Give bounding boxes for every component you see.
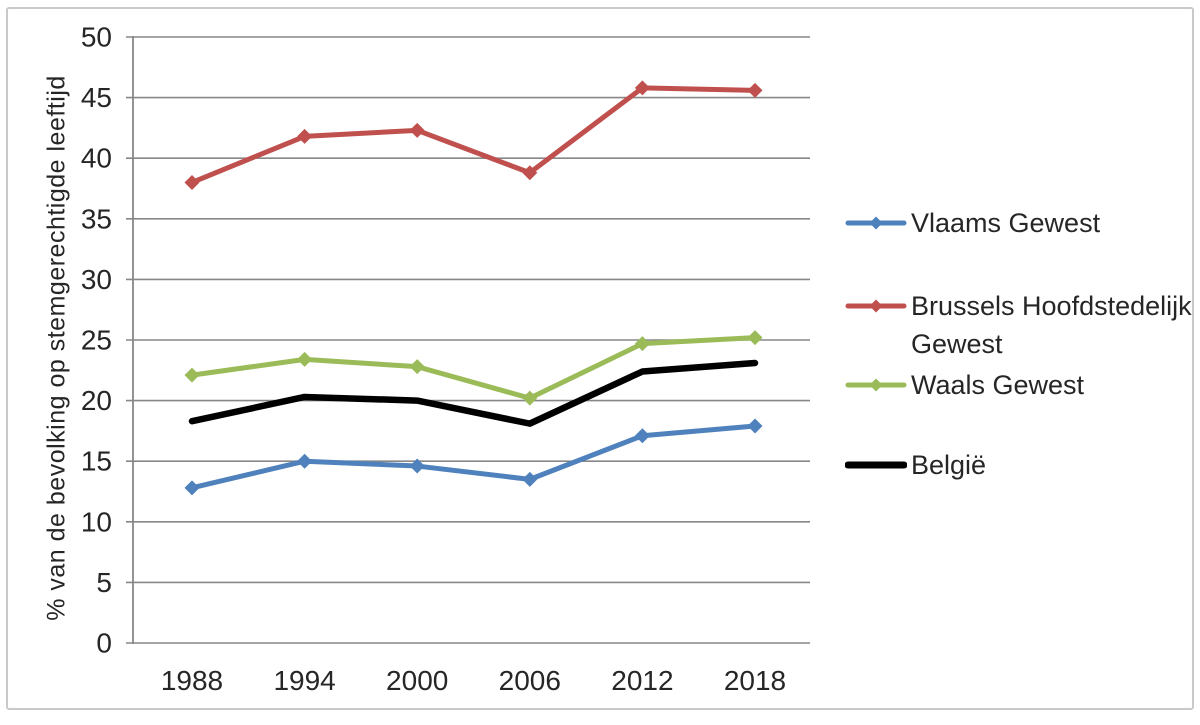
data-point-marker-icon <box>297 351 313 367</box>
y-tick-label: 0 <box>96 628 112 659</box>
y-tick-label: 45 <box>81 82 112 113</box>
y-tick-label: 40 <box>81 143 112 174</box>
y-tick-label: 35 <box>81 203 112 234</box>
chart-legend: Vlaams Gewest Brussels Hoofdstedelijk Ge… <box>845 204 1195 484</box>
x-tick-label: 1988 <box>161 665 223 696</box>
data-point-marker-icon <box>634 80 650 96</box>
data-point-marker-icon <box>747 82 763 98</box>
legend-label-brussels-hoofdstedelijk-gewest: Brussels Hoofdstedelijk Gewest <box>911 291 1192 359</box>
x-tick-label: 1994 <box>273 665 335 696</box>
data-point-marker-icon <box>184 480 200 496</box>
data-point-marker-icon <box>409 122 425 138</box>
y-axis-title: % van de bevolking op stemgerechtigde le… <box>42 75 71 621</box>
data-point-marker-icon <box>297 128 313 144</box>
legend-label-waals-gewest: Waals Gewest <box>911 370 1085 400</box>
data-point-marker-icon <box>297 453 313 469</box>
y-tick-label: 50 <box>81 22 112 53</box>
legend-item: België <box>845 446 1195 484</box>
data-point-marker-icon <box>409 458 425 474</box>
data-point-marker-icon <box>747 330 763 346</box>
x-tick-label: 2000 <box>386 665 448 696</box>
y-tick-label: 5 <box>96 567 112 598</box>
x-tick-label: 2018 <box>724 665 786 696</box>
data-point-marker-icon <box>522 390 538 406</box>
series-line-belgi <box>188 359 759 427</box>
y-tick-label: 30 <box>81 264 112 295</box>
legend-label-belgi: België <box>911 450 987 480</box>
data-point-marker-icon <box>522 471 538 487</box>
data-point-marker-icon <box>747 418 763 434</box>
data-point-marker-icon <box>184 174 200 190</box>
data-point-marker-icon <box>634 336 650 352</box>
legend-marker-icon-waals-gewest <box>845 378 907 392</box>
data-point-marker-icon <box>409 359 425 375</box>
x-tick-label: 2012 <box>611 665 673 696</box>
x-tick-label: 2006 <box>499 665 561 696</box>
legend-item: Waals Gewest <box>845 366 1195 404</box>
series-line-waals-gewest <box>189 335 758 401</box>
y-tick-label: 10 <box>81 506 112 537</box>
series-line-vlaams-gewest <box>189 423 758 491</box>
legend-marker-icon-belgi <box>845 461 907 469</box>
data-point-marker-icon <box>184 367 200 383</box>
legend-item: Vlaams Gewest <box>845 204 1195 242</box>
y-tick-label: 20 <box>81 385 112 416</box>
legend-item: Brussels Hoofdstedelijk Gewest <box>845 287 1195 363</box>
legend-marker-icon-brussels-hoofdstedelijk-gewest <box>845 299 907 313</box>
legend-marker-icon-vlaams-gewest <box>845 216 907 230</box>
data-point-marker-icon <box>634 428 650 444</box>
y-tick-label: 15 <box>81 446 112 477</box>
legend-label-vlaams-gewest: Vlaams Gewest <box>911 208 1101 238</box>
data-point-marker-icon <box>522 165 538 181</box>
series-line-brussels-hoofdstedelijk-gewest <box>189 85 758 185</box>
y-tick-label: 25 <box>81 325 112 356</box>
